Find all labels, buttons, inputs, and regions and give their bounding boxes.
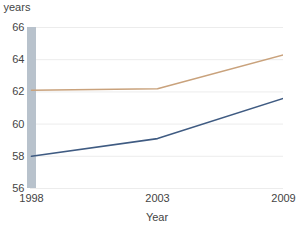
svg-text:60: 60: [12, 118, 24, 130]
svg-text:Year: Year: [146, 211, 169, 223]
svg-text:66: 66: [12, 21, 24, 33]
svg-text:2003: 2003: [145, 192, 169, 204]
svg-text:56: 56: [12, 182, 25, 194]
svg-text:64: 64: [12, 53, 24, 65]
svg-text:2009: 2009: [271, 192, 295, 204]
svg-text:years: years: [4, 1, 31, 13]
svg-text:62: 62: [12, 85, 24, 97]
svg-text:1998: 1998: [19, 192, 43, 204]
svg-text:58: 58: [12, 150, 24, 162]
